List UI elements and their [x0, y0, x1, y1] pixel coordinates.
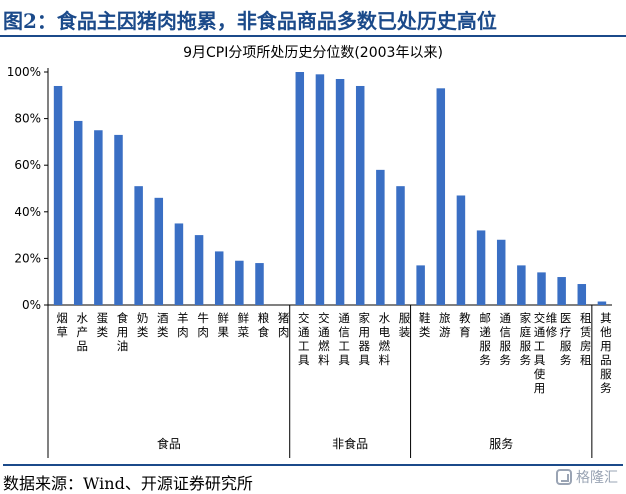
x-tick-label: 交通燃料	[318, 311, 330, 367]
bar	[174, 223, 184, 305]
x-tick-label: 家庭服务	[520, 311, 532, 367]
x-tick-label: 牛肉	[197, 311, 209, 339]
bar	[577, 284, 587, 305]
bar	[214, 251, 224, 305]
x-tick-label: 水电燃料	[379, 311, 391, 367]
y-tick-label: 20%	[14, 251, 41, 265]
bar	[416, 265, 425, 305]
x-tick-label: 鲜菜	[238, 311, 250, 339]
watermark-logo-icon	[556, 469, 572, 485]
x-tick-label: 通信工具	[338, 311, 350, 367]
group-label: 食品	[157, 436, 181, 451]
x-tick-label: 粮食	[258, 311, 270, 339]
figure-heading: 图2：食品主因猪肉拖累，非食品商品多数已处历史高位	[3, 9, 497, 33]
x-tick-label: 教育	[459, 311, 471, 339]
bar	[114, 134, 123, 305]
x-tick-label: 医疗服务	[560, 311, 572, 367]
bar	[194, 235, 204, 305]
bar	[53, 85, 63, 305]
x-tick-label: 邮递服务	[479, 311, 491, 367]
watermark-text: 格隆汇	[576, 470, 618, 486]
bar	[235, 260, 244, 305]
bar	[154, 197, 164, 305]
data-source: 数据来源：Wind、开源证券研究所	[3, 464, 623, 493]
bar	[335, 78, 345, 306]
x-tick-label: 水产品	[76, 311, 88, 353]
watermark: 格隆汇	[556, 467, 618, 487]
bar-chart: 0% 20% 40% 60% 80% 100% 烟草水产品蛋类食用油奶类酒类羊肉牛肉鲜果鲜菜…	[7, 65, 612, 458]
group-label: 服务	[489, 436, 513, 451]
bar	[255, 263, 264, 305]
bar	[376, 169, 385, 305]
chart-title: 9月CPI分项所处历史分位数(2003年以来)	[183, 45, 443, 61]
x-tick-label: 羊肉	[177, 311, 189, 339]
bar	[557, 277, 566, 305]
bar	[496, 239, 506, 305]
figure-heading-bar: 图2：食品主因猪肉拖累，非食品商品多数已处历史高位	[0, 0, 626, 37]
x-tick-label: 猪肉	[278, 311, 290, 339]
bar	[73, 120, 83, 306]
y-tick-label: 0%	[22, 298, 41, 312]
x-tick-label: 酒类	[157, 311, 169, 339]
x-tick-label: 蛋类	[97, 311, 109, 339]
bar	[295, 72, 305, 305]
bar	[597, 301, 607, 305]
bar	[456, 195, 466, 305]
x-tick-label: 烟草	[56, 311, 68, 339]
group-label: 非食品	[332, 436, 368, 451]
bar	[517, 265, 526, 305]
x-tick-label: 食用油	[117, 311, 129, 353]
y-tick-label: 40%	[14, 205, 41, 219]
y-tick-label: 100%	[7, 65, 41, 79]
x-tick-label: 租赁房租	[580, 311, 592, 367]
bar	[537, 272, 546, 305]
bar	[315, 74, 325, 305]
x-tick-label: 奶类	[137, 311, 149, 339]
x-tick-label: 旅游	[439, 311, 451, 339]
x-tick-label: 交通工具使用维修	[534, 311, 558, 395]
bar	[396, 186, 405, 305]
x-tick-label: 交通工具	[298, 311, 310, 367]
bar	[355, 85, 365, 305]
x-tick-label: 鲜果	[217, 311, 229, 339]
x-tick-label: 通信服务	[499, 311, 511, 367]
x-tick-label: 其他用品服务	[600, 311, 612, 395]
bar	[476, 230, 486, 305]
x-tick-label: 家用器具	[358, 311, 370, 367]
y-tick-label: 60%	[14, 158, 41, 172]
x-tick-label: 鞋类	[419, 311, 431, 339]
bar	[134, 186, 143, 305]
x-tick-label: 服装	[399, 311, 411, 339]
bar	[436, 88, 446, 305]
bar	[94, 130, 103, 305]
y-tick-label: 80%	[14, 112, 41, 126]
